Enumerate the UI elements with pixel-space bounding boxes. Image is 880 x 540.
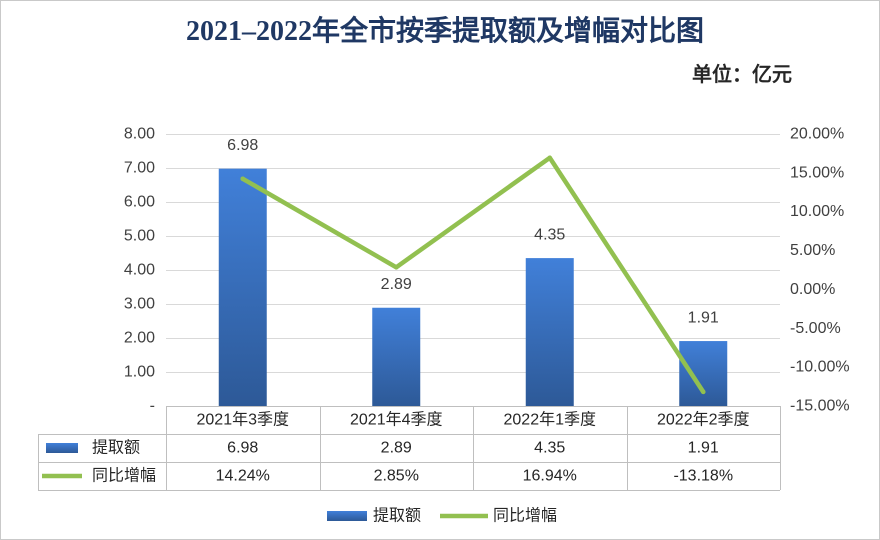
table-value-cell: 2.85%	[374, 468, 419, 485]
bar-3	[525, 258, 574, 406]
right-axis-tick-label: 15.00%	[790, 164, 844, 181]
right-axis-tick-label: 0.00%	[790, 281, 835, 298]
table-value-cell: 16.94%	[523, 468, 577, 485]
table-series-name: 同比增幅	[92, 467, 156, 485]
legend: 提取额 同比增幅	[327, 507, 557, 525]
bar-data-label-1: 6.98	[227, 137, 258, 154]
category-label-4: 2022年2季度	[657, 411, 750, 429]
table-value-cell: 14.24%	[216, 468, 270, 485]
right-axis: -15.00% -10.00% -5.00% 0.00% 5.00% 10.00% 15.0…	[790, 126, 850, 415]
gridlines	[166, 134, 780, 373]
chart-title: 2021–2022年全市按季提取额及增幅对比图	[185, 16, 704, 47]
bar-4	[679, 341, 728, 406]
left-axis-tick-label: 5.00	[124, 228, 155, 245]
left-axis: - 1.00 2.00 3.00 4.00 5.00 6.00 7.00 8.00	[124, 126, 155, 415]
unit-label: 单位：亿元	[692, 64, 792, 86]
legend-label: 同比增幅	[493, 507, 557, 525]
line-yoy-growth	[240, 155, 706, 395]
table-series-name: 提取额	[92, 439, 140, 457]
right-axis-tick-label: 20.00%	[790, 126, 844, 143]
table-value-cell: 2.89	[381, 440, 412, 457]
right-axis-tick-label: -15.00%	[790, 398, 850, 415]
line-point-1	[240, 176, 245, 182]
right-axis-tick-label: 10.00%	[790, 203, 844, 220]
table-value-cell: 1.91	[688, 440, 719, 457]
line-point-2	[394, 265, 399, 270]
right-axis-tick-label: 5.00%	[790, 242, 835, 259]
left-axis-tick-label: 4.00	[124, 262, 155, 279]
table-value-cell: 6.98	[227, 440, 258, 457]
table-value-cell: -13.18%	[673, 468, 733, 485]
bar-series-extraction	[218, 168, 728, 406]
left-axis-tick-label: 1.00	[124, 364, 155, 381]
legend-bar-icon	[327, 511, 367, 521]
bar-data-label-3: 4.35	[534, 227, 565, 244]
line-series-yoy-growth	[240, 155, 706, 395]
table-bar-legend-icon	[46, 443, 78, 453]
left-axis-tick-label: -	[150, 398, 155, 415]
bar-data-label-2: 2.89	[381, 276, 412, 293]
left-axis-tick-label: 8.00	[124, 126, 155, 143]
category-label-2: 2021年4季度	[350, 411, 443, 429]
category-label-3: 2022年1季度	[504, 411, 597, 429]
right-axis-tick-label: -5.00%	[790, 320, 841, 337]
category-label-1: 2021年3季度	[197, 411, 290, 429]
bar-2	[372, 307, 421, 406]
table-value-cell: 4.35	[534, 440, 565, 457]
bar-data-label-4: 1.91	[688, 310, 719, 327]
bar-1	[218, 168, 267, 406]
line-point-3	[547, 155, 552, 161]
left-axis-tick-label: 7.00	[124, 160, 155, 177]
left-axis-tick-label: 6.00	[124, 194, 155, 211]
left-axis-tick-label: 2.00	[124, 330, 155, 347]
right-axis-tick-label: -10.00%	[790, 359, 850, 376]
line-point-4	[701, 389, 706, 395]
legend-label: 提取额	[373, 507, 421, 525]
left-axis-tick-label: 3.00	[124, 296, 155, 313]
bar-data-labels: 6.98 2.89 4.35 1.91	[227, 137, 719, 326]
